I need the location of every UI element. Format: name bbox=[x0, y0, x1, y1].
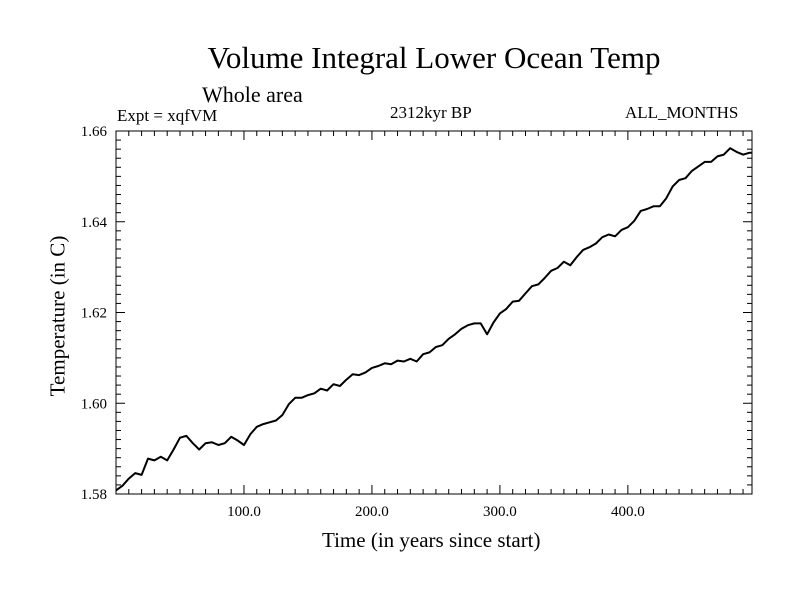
y-tick-label: 1.66 bbox=[81, 124, 108, 140]
y-tick-label: 1.58 bbox=[81, 487, 107, 503]
x-tick-label: 100.0 bbox=[227, 504, 261, 520]
y-tick-label: 1.62 bbox=[81, 306, 107, 322]
plot-frame bbox=[115, 130, 753, 495]
chart-title: Volume Integral Lower Ocean Temp bbox=[207, 40, 661, 75]
months-label: ALL_MONTHS bbox=[625, 103, 739, 122]
experiment-label: Expt = xqfVM bbox=[117, 106, 218, 125]
x-tick-label: 300.0 bbox=[483, 504, 517, 520]
series-line bbox=[115, 147, 752, 492]
chart-subtitle: Whole area bbox=[202, 82, 303, 107]
y-tick-label: 1.64 bbox=[81, 215, 108, 231]
x-tick-label: 200.0 bbox=[355, 504, 389, 520]
period-label: 2312kyr BP bbox=[390, 103, 472, 122]
x-tick-label: 400.0 bbox=[611, 504, 645, 520]
x-axis-label: Time (in years since start) bbox=[322, 528, 541, 552]
y-tick-label: 1.60 bbox=[81, 396, 107, 412]
